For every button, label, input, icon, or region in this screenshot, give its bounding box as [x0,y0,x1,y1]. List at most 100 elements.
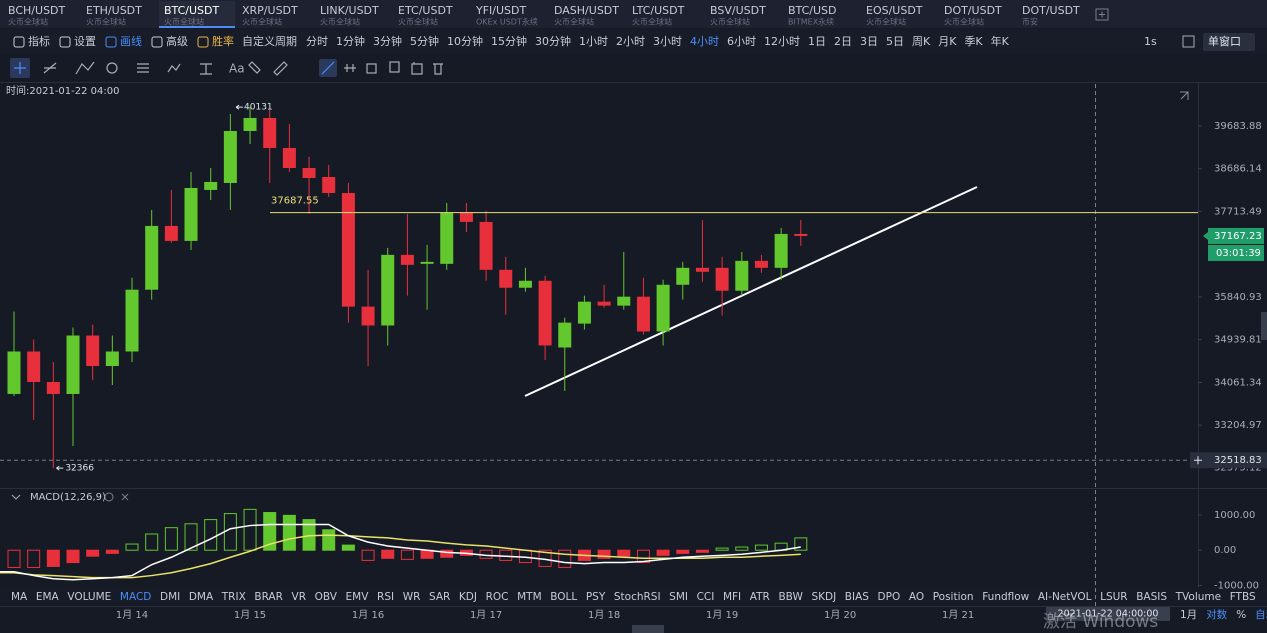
copy-tool[interactable] [389,61,400,73]
drawing-tools[interactable] [10,58,443,78]
tab-exchange[interactable]: 火币全球站 [554,17,594,27]
indicator-tab[interactable]: LSUR [1100,591,1128,603]
tab-exchange[interactable]: 火币全球站 [944,17,984,27]
tab-symbol[interactable]: LINK/USDT [320,4,379,17]
indicator-tab[interactable]: MACD [120,591,151,603]
tab-exchange[interactable]: 火币全球站 [8,17,48,27]
tab-exchange[interactable]: 火币全球站 [320,17,360,27]
scale-button[interactable]: % [1236,609,1246,621]
add-alert[interactable] [1194,456,1202,465]
toolbar-item[interactable]: 画线 [120,34,142,48]
period[interactable]: 3小时 [653,35,682,48]
hide-tool[interactable] [411,62,423,75]
tab-symbol[interactable]: EOS/USDT [866,4,923,17]
tab-symbol[interactable]: ETC/USDT [398,4,453,17]
tab-exchange[interactable]: 火币全球站 [710,17,750,27]
toolbar-item[interactable]: 高级 [166,34,188,48]
period[interactable]: 30分钟 [535,34,571,48]
delete-tool[interactable] [433,63,443,75]
period[interactable]: 1小时 [579,35,608,48]
period[interactable]: 1日 [808,35,826,48]
period[interactable]: 12小时 [764,35,800,48]
period[interactable]: 15分钟 [491,34,527,48]
add-tab[interactable] [1095,8,1109,21]
tab-exchange[interactable]: 火币全球站 [86,17,126,27]
fib-tool[interactable] [137,63,149,73]
indicator-tab[interactable]: AO [909,591,924,603]
period[interactable]: 5分钟 [410,34,439,48]
indicator-tab[interactable]: WR [403,591,421,603]
indicator-tab[interactable]: EMA [36,591,60,603]
tab-symbol[interactable]: YFI/USDT [475,4,527,17]
indicator-tab[interactable]: SAR [429,591,450,603]
indicator-tab[interactable]: PSY [586,591,606,603]
tab-symbol[interactable]: BTC/USDT [164,4,220,17]
tab-exchange[interactable]: BITMEX永续 [788,17,834,27]
indicator-tab[interactable]: VR [292,591,306,603]
indicator-tab[interactable]: SKDJ [811,591,836,603]
indicator-tab[interactable]: StochRSI [614,591,661,603]
line-tool[interactable] [43,62,57,74]
tab-symbol[interactable]: BTC/USD [788,4,837,17]
macd-settings[interactable] [104,492,114,502]
indicator-tab[interactable]: MA [11,591,28,603]
scale-button[interactable]: 自动 [1255,608,1267,621]
refresh-rate[interactable]: 1s [1144,35,1157,48]
indicator-tab[interactable]: SMI [669,591,688,603]
toolbar-icon[interactable] [151,36,163,48]
tab-symbol[interactable]: XRP/USDT [242,4,298,17]
indicator-tab[interactable]: BIAS [845,591,869,603]
side-handle[interactable] [1261,312,1267,340]
indicator-tab[interactable]: OBV [315,591,338,603]
period[interactable]: 年K [991,34,1010,48]
tab-symbol[interactable]: LTC/USDT [632,4,685,17]
indicator-tab[interactable]: TVolume [1175,591,1221,603]
period[interactable]: 2小时 [616,35,645,48]
period[interactable]: 季K [964,35,983,48]
window-button[interactable] [1203,33,1255,51]
indicator-tab[interactable]: DPO [878,591,901,603]
checkbox[interactable] [1182,35,1195,48]
scroll-handle[interactable] [632,625,664,633]
toolbar-icon[interactable] [59,36,71,48]
indicator-tab[interactable]: KDJ [459,591,477,603]
macd-collapse[interactable] [11,494,21,500]
tab-exchange[interactable]: 火币全球站 [398,17,438,27]
indicator-tab[interactable]: TRIX [221,591,246,603]
tab-symbol[interactable]: DASH/USDT [554,4,619,17]
magnet-tool[interactable] [321,61,335,75]
macd-close[interactable] [121,493,129,501]
expand-icon[interactable] [1180,91,1189,100]
indicator-tab[interactable]: ROC [486,591,509,603]
period[interactable]: 分时 [306,35,328,48]
wave-tool[interactable] [167,63,181,73]
tab-exchange[interactable]: OKEx USDT永续 [476,17,538,27]
custom-period[interactable]: 自定义周期 [242,34,297,48]
lock-tool[interactable] [366,63,377,74]
indicator-tab[interactable]: MTM [517,591,542,603]
period[interactable]: 4小时 [690,35,719,48]
tab-symbol[interactable]: BCH/USDT [8,4,66,17]
tab[interactable] [159,1,235,28]
trend-line[interactable] [524,186,978,397]
tab-symbol[interactable]: DOT/USDT [1022,4,1080,17]
period[interactable]: 5日 [886,35,904,48]
path-tool[interactable] [75,61,95,75]
toolbar-icon[interactable] [105,36,117,48]
indicator-tab[interactable]: RSI [377,591,394,603]
brush-tool[interactable] [248,61,261,74]
period[interactable]: 1分钟 [336,34,365,48]
toolbar-item[interactable]: 指标 [28,34,50,48]
period[interactable]: 3分钟 [373,34,402,48]
tab-exchange[interactable]: 火币全球站 [164,17,204,27]
indicator-tab[interactable]: VOLUME [67,591,111,603]
indicator-tab[interactable]: Position [933,591,974,603]
indicator-tab[interactable]: ATR [750,591,770,603]
ruler-tool[interactable] [344,64,356,72]
tab-symbol[interactable]: DOT/USDT [944,4,1002,17]
period[interactable]: 6小时 [727,35,756,48]
toolbar-item[interactable]: 设置 [74,35,96,48]
tab-exchange[interactable]: 火币全球站 [866,17,906,27]
period[interactable]: 3日 [860,35,878,48]
measure-tool[interactable] [200,63,212,75]
